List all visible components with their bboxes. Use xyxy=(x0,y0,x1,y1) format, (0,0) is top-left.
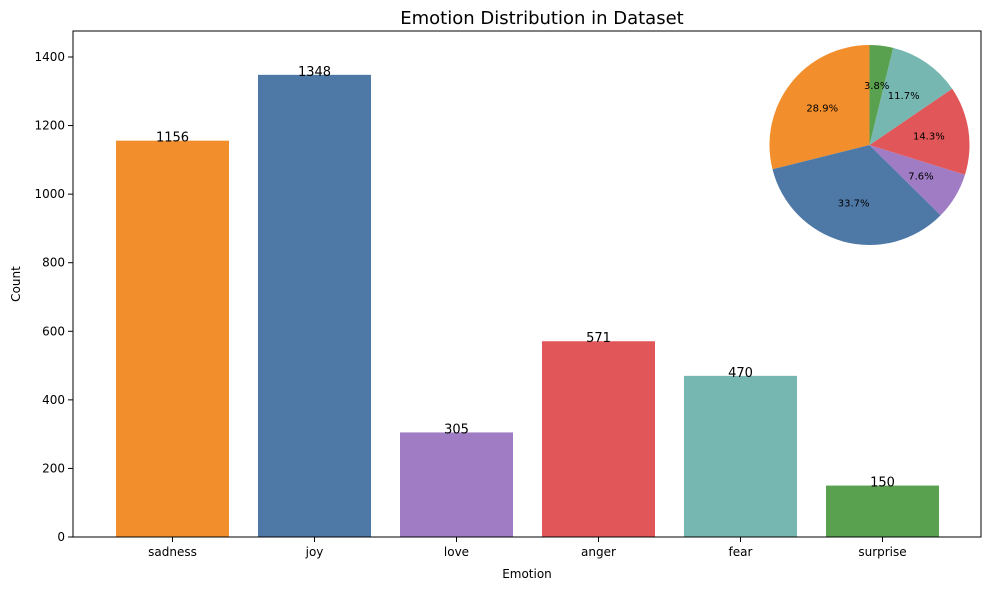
bar-surprise xyxy=(826,485,939,537)
pie-slice-fear xyxy=(869,47,953,146)
pie-label-surprise: 3.8% xyxy=(864,81,889,92)
y-tick-label-400: 400 xyxy=(42,393,65,407)
value-labels-group: 1156 1348 305 571 470 150 xyxy=(156,65,895,491)
pie-label-love: 7.6% xyxy=(908,171,933,182)
pie-label-anger: 14.3% xyxy=(913,132,945,143)
x-tick-label-fear: fear xyxy=(729,545,753,559)
y-tick-label-1000: 1000 xyxy=(34,187,65,201)
pie-slice-surprise xyxy=(869,45,894,145)
value-label-fear: 470 xyxy=(728,366,753,381)
y-ticks-group: 0 200 400 600 800 1000 1200 1400 xyxy=(34,50,73,544)
plot-frame xyxy=(72,30,982,538)
value-label-love: 305 xyxy=(444,422,469,437)
pie-slice-sadness xyxy=(769,45,870,170)
y-tick-label-1400: 1400 xyxy=(34,50,65,64)
bar-joy xyxy=(258,74,371,537)
y-tick-label-800: 800 xyxy=(42,256,65,270)
bar-love xyxy=(400,432,513,537)
pie-label-sadness: 28.9% xyxy=(806,104,838,115)
pie-label-fear: 11.7% xyxy=(888,91,920,102)
x-tick-label-joy: joy xyxy=(305,545,324,559)
y-tick-label-1200: 1200 xyxy=(34,119,65,133)
pie-slice-joy xyxy=(772,145,941,245)
y-tick-label-0: 0 xyxy=(57,530,65,544)
bars-group xyxy=(116,74,939,537)
pie-label-joy: 33.7% xyxy=(838,198,870,209)
bar-sadness xyxy=(116,140,229,537)
y-tick-label-600: 600 xyxy=(42,324,65,338)
value-label-sadness: 1156 xyxy=(156,131,189,146)
x-tick-label-anger: anger xyxy=(581,545,616,559)
pie-slice-anger xyxy=(869,88,970,175)
y-tick-label-200: 200 xyxy=(42,461,65,475)
x-ticks-group: sadness joy love anger fear surprise xyxy=(148,537,907,559)
x-tick-label-love: love xyxy=(444,545,469,559)
chart-title: Emotion Distribution in Dataset xyxy=(400,8,683,29)
bar-anger xyxy=(542,341,655,537)
axes-group xyxy=(72,30,982,538)
y-axis-label: Count xyxy=(9,266,23,302)
value-label-surprise: 150 xyxy=(870,476,895,491)
x-tick-label-surprise: surprise xyxy=(858,545,906,559)
x-axis-label: Emotion xyxy=(502,567,552,581)
value-label-anger: 571 xyxy=(586,331,611,346)
x-tick-label-sadness: sadness xyxy=(148,545,197,559)
pie-slice-love xyxy=(869,145,965,216)
value-label-joy: 1348 xyxy=(298,65,331,80)
pie-chart-inset: 28.9% 33.7% 7.6% 14.3% 11.7%3.8% xyxy=(769,45,970,245)
bar-fear xyxy=(684,375,797,537)
